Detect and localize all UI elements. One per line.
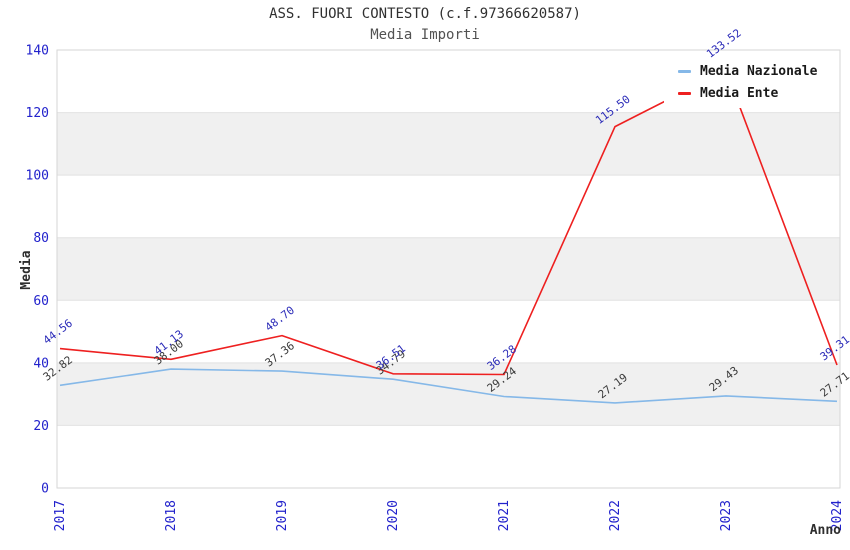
y-axis-title: Media — [19, 250, 34, 289]
x-tick-label: 2017 — [53, 500, 68, 531]
y-tick-label: 20 — [33, 419, 49, 434]
legend: Media Nazionale Media Ente — [668, 56, 827, 109]
y-tick-label: 120 — [26, 106, 49, 121]
y-tick-label: 140 — [26, 44, 49, 59]
point-label: 44.56 — [41, 317, 75, 347]
y-tick-label: 0 — [41, 482, 49, 497]
band — [57, 112, 840, 176]
legend-item-media-ente: Media Ente — [678, 86, 817, 101]
legend-item-media-nazionale: Media Nazionale — [678, 64, 817, 79]
legend-label-nazionale: Media Nazionale — [700, 64, 818, 79]
legend-backdrop — [664, 56, 810, 108]
band — [57, 237, 840, 301]
chart-subtitle: Media Importi — [370, 27, 480, 43]
x-tick-label: 2021 — [497, 500, 512, 531]
x-tick-label: 2020 — [386, 500, 401, 531]
legend-swatch-nazionale-icon — [678, 70, 691, 73]
x-tick-label: 2023 — [719, 500, 734, 531]
y-tick-label: 100 — [26, 169, 49, 184]
band-group — [57, 112, 840, 426]
band — [57, 362, 840, 426]
plot-border — [56, 49, 841, 489]
legend-swatch-ente-icon — [678, 92, 691, 95]
x-tick-label: 2018 — [164, 500, 179, 531]
x-tick-label: 2019 — [275, 500, 290, 531]
y-tick-label: 80 — [33, 231, 49, 246]
y-tick-label: 60 — [33, 294, 49, 309]
x-tick-label: 2024 — [830, 500, 845, 531]
y-tick-label: 40 — [33, 356, 49, 371]
x-axis-title: Anno — [810, 523, 841, 538]
chart-title: ASS. FUORI CONTESTO (c.f.97366620587) — [269, 6, 581, 22]
x-tick-label: 2022 — [608, 500, 623, 531]
point-label: 48.70 — [263, 304, 297, 334]
legend-label-ente: Media Ente — [700, 86, 779, 101]
series-line-nazionale — [59, 368, 838, 404]
grid-group — [57, 112, 840, 426]
